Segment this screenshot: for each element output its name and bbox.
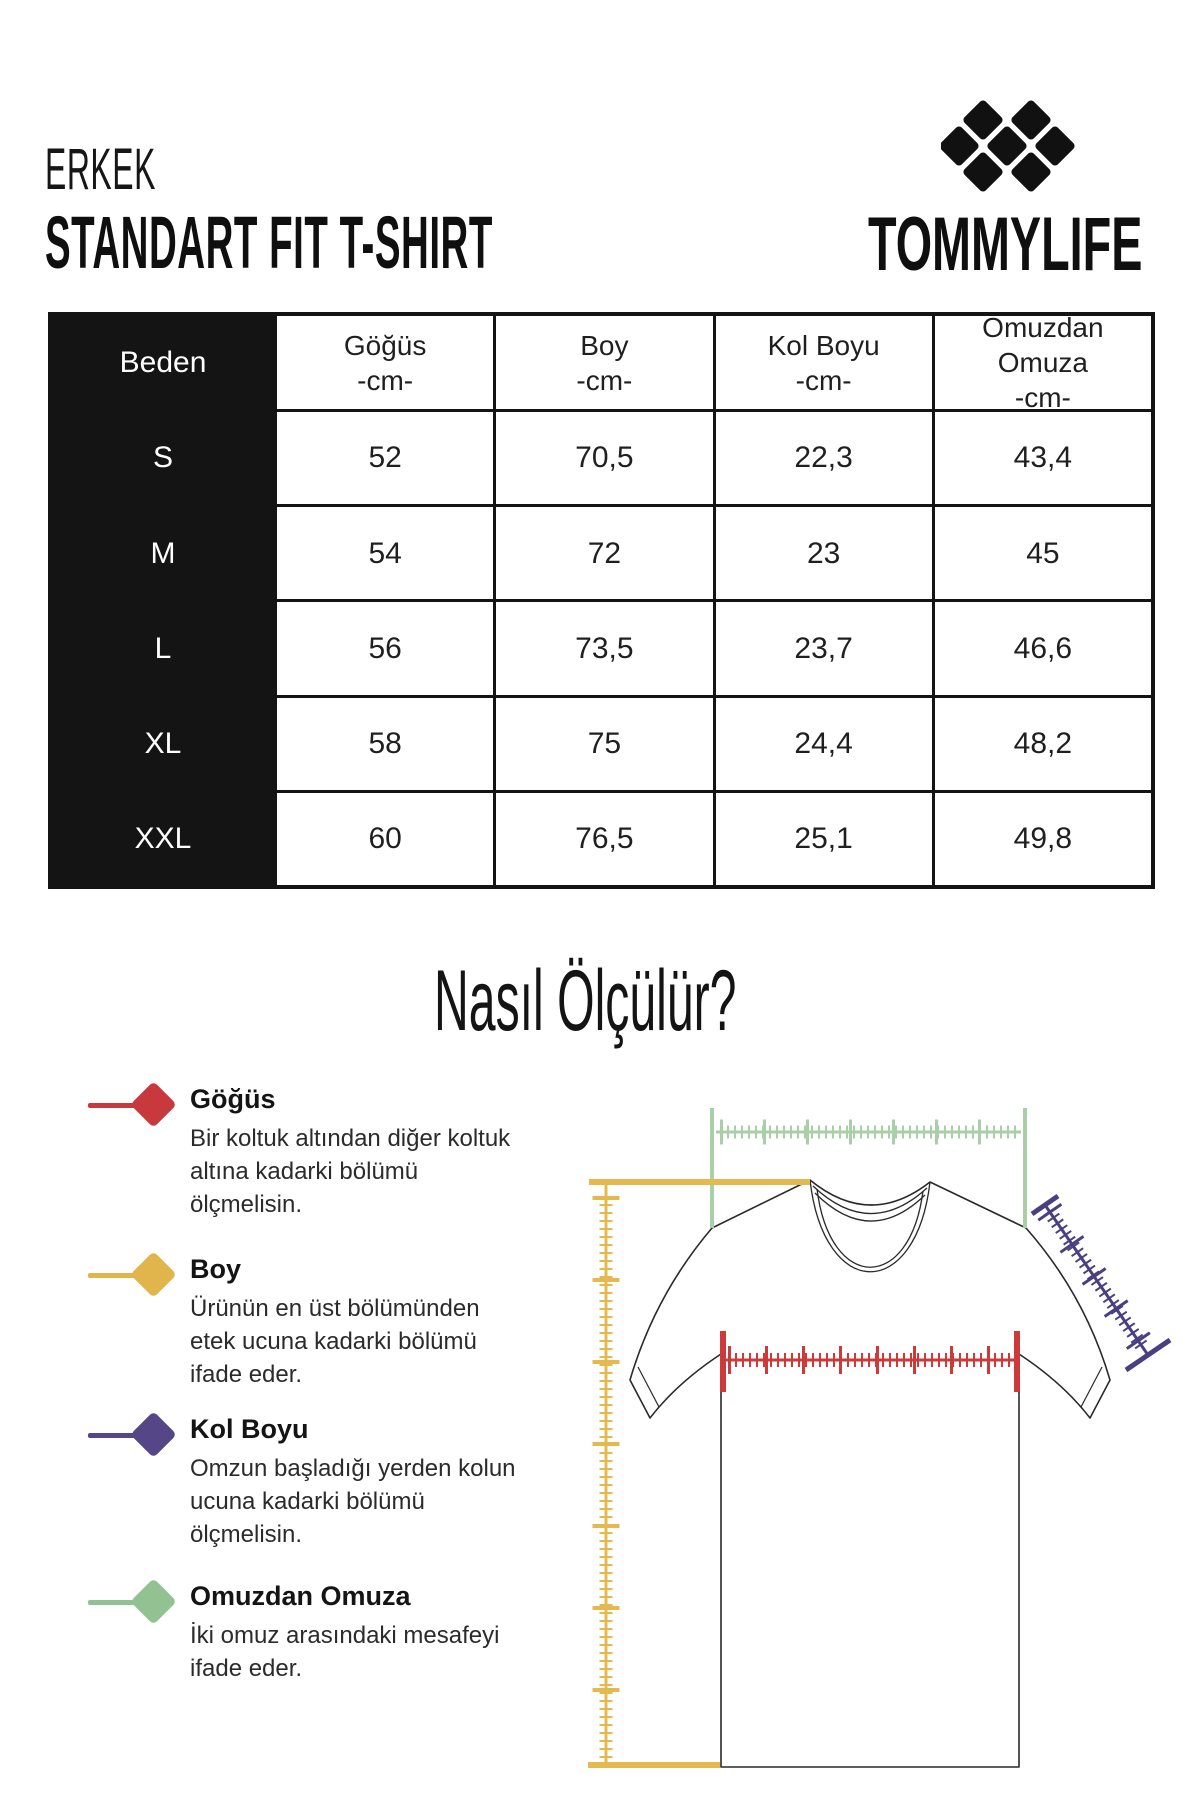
gender-subtitle: ERKEK: [45, 137, 156, 202]
shoulder-tape: [710, 1108, 1027, 1228]
size-chart-table: Beden Göğüs -cm- Boy -cm- Kol Boyu -cm- …: [48, 312, 1155, 889]
legend-name: Kol Boyu: [190, 1414, 309, 1444]
legend-name: Göğüs: [190, 1084, 276, 1114]
length-tape: [588, 1179, 810, 1768]
shoulder-diamond-marker-icon: [88, 1578, 177, 1625]
table-cell: 54: [277, 507, 494, 600]
length-diamond-marker-icon: [88, 1251, 177, 1298]
table-cell: 25,1: [715, 792, 932, 885]
table-cell: 48,2: [934, 697, 1151, 790]
table-cell: 60: [277, 792, 494, 885]
table-cell: 22,3: [715, 412, 932, 505]
table-cell: 43,4: [934, 412, 1151, 505]
column-header-sleeve: Kol Boyu -cm-: [715, 316, 932, 409]
chest-diamond-marker-icon: [88, 1081, 177, 1128]
column-header-chest: Göğüs -cm-: [277, 316, 494, 409]
chest-tape: [720, 1331, 1020, 1392]
tshirt-cuff-seams: [637, 1366, 1103, 1408]
legend-description: Ürünün en üst bölümünden etek ucuna kada…: [190, 1295, 480, 1388]
table-corner-label: Beden: [52, 316, 274, 409]
diamond-lattice-logo-icon: [941, 100, 1075, 192]
legend-item-shoulder: Omuzdan Omuza İki omuz arasındaki mesafe…: [88, 1578, 520, 1685]
legend-item-length: Boy Ürünün en üst bölümünden etek ucuna …: [88, 1251, 520, 1391]
table-cell: 23,7: [715, 602, 932, 695]
table-cell: 56: [277, 602, 494, 695]
tshirt-collar: [809, 1179, 931, 1273]
table-cell: 46,6: [934, 602, 1151, 695]
size-row-label: L: [52, 602, 274, 695]
sleeve-diamond-marker-icon: [88, 1411, 177, 1458]
legend-description: Bir koltuk altından diğer koltuk altına …: [190, 1125, 511, 1218]
column-header-shoulder: Omuzdan Omuza -cm-: [934, 312, 1151, 413]
size-row-label: S: [52, 412, 274, 505]
size-row-label: XL: [52, 697, 274, 790]
table-cell: 73,5: [496, 602, 713, 695]
column-header-length: Boy -cm-: [496, 316, 713, 409]
legend-item-chest: Göğüs Bir koltuk altından diğer koltuk a…: [88, 1081, 520, 1221]
legend-name: Omuzdan Omuza: [190, 1581, 411, 1611]
legend-description: İki omuz arasındaki mesafeyi ifade eder.: [190, 1622, 500, 1682]
table-cell: 76,5: [496, 792, 713, 885]
size-row-label: M: [52, 507, 274, 600]
table-cell: 70,5: [496, 412, 713, 505]
page-title: STANDART FIT T-SHIRT: [45, 201, 493, 284]
table-cell: 23: [715, 507, 932, 600]
legend-item-sleeve: Kol Boyu Omzun başladığı yerden kolun uc…: [88, 1411, 520, 1551]
legend-name: Boy: [190, 1254, 242, 1284]
table-cell: 75: [496, 697, 713, 790]
size-row-label: XXL: [52, 792, 274, 885]
table-cell: 24,4: [715, 697, 932, 790]
sleeve-tape: [1030, 1193, 1172, 1373]
table-cell: 72: [496, 507, 713, 600]
legend-description: Omzun başladığı yerden kolun ucuna kadar…: [190, 1455, 516, 1548]
brand-wordmark: TOMMYLIFE: [868, 202, 1143, 287]
tshirt-measurement-diagram: [588, 1108, 1172, 1768]
table-cell: 49,8: [934, 792, 1151, 885]
how-to-measure-title: Nasıl Ölçülür?: [434, 953, 737, 1049]
table-cell: 45: [934, 507, 1151, 600]
tshirt-outline: [629, 1179, 1111, 1768]
table-cell: 52: [277, 412, 494, 505]
table-cell: 58: [277, 697, 494, 790]
